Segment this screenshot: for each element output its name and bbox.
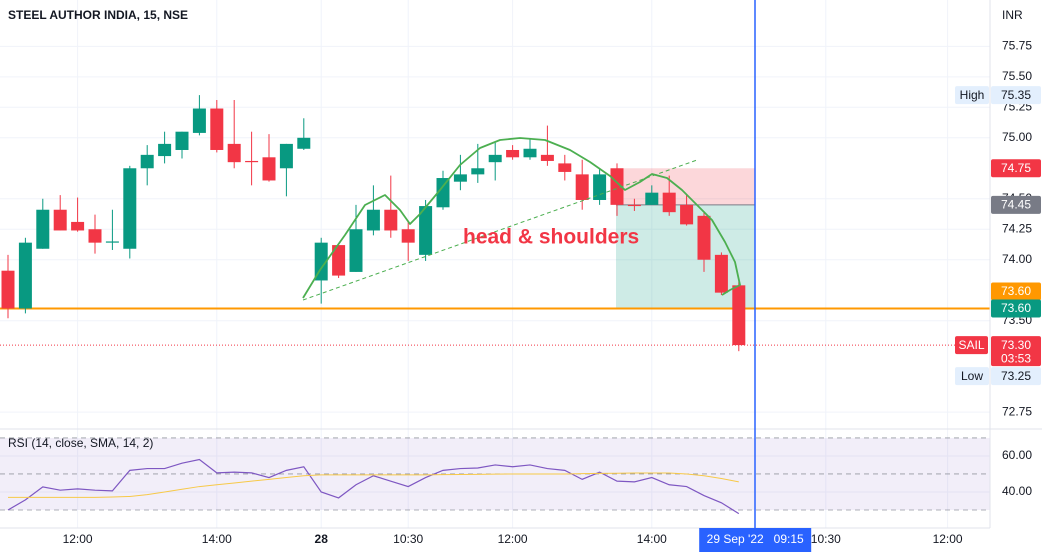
y-tick-label: 40.00: [1002, 484, 1032, 498]
y-tick-label: 74.25: [1002, 221, 1032, 235]
low-value-box: [991, 367, 1041, 386]
candle-body: [1, 270, 15, 309]
last-price-box: [991, 336, 1041, 367]
candle-body: [314, 242, 328, 281]
candle-body: [540, 154, 554, 161]
target-label: 73.60: [1001, 301, 1031, 315]
stop-label: 74.75: [1001, 161, 1031, 175]
x-tick-label: 12:00: [933, 532, 963, 546]
x-tick-label: 10:30: [393, 532, 423, 546]
stop-label-box: [991, 159, 1041, 178]
candle-body: [436, 178, 450, 208]
y-tick-label: 60.00: [1002, 448, 1032, 462]
x-tick-label: 14:00: [202, 532, 232, 546]
hline-label-box: [991, 282, 1041, 301]
candle-body: [453, 174, 467, 182]
candle-body: [297, 137, 311, 149]
target-label-box: [991, 299, 1041, 318]
candle-body: [279, 143, 293, 169]
pattern-curve: [302, 137, 741, 299]
currency: INR: [1002, 8, 1023, 22]
candle-body: [349, 229, 363, 272]
candle-body: [105, 241, 119, 243]
candle-body: [697, 215, 711, 260]
x-tick-label: 12:00: [63, 532, 93, 546]
candle-body: [245, 160, 259, 163]
y-tick-label: 75.00: [1002, 130, 1032, 144]
candle-body: [645, 192, 659, 205]
candle-body: [401, 229, 415, 243]
rsi-pane: 60.00 40.00: [0, 437, 1032, 515]
candle-body: [366, 209, 380, 231]
high-value-box: [991, 86, 1041, 105]
candle-body: [192, 108, 206, 133]
candle-body: [140, 154, 154, 169]
candle-body: [227, 143, 241, 163]
y-tick-label: 75.50: [1002, 69, 1032, 83]
candle-body: [71, 221, 85, 231]
candle-body: [714, 254, 728, 293]
hline-label: 73.60: [1001, 284, 1031, 298]
x-tick-label: 28: [315, 532, 329, 546]
candle-body: [732, 285, 746, 346]
candle-body: [627, 204, 641, 207]
candle-body: [18, 242, 32, 309]
symbol-label-box: [955, 336, 988, 355]
rsi-line: [7, 458, 740, 515]
candle-body: [158, 143, 172, 157]
candle-body: [88, 229, 102, 243]
candle-body: [610, 168, 624, 205]
candle-body: [262, 157, 276, 181]
y-tick-label: 74.00: [1002, 252, 1032, 266]
candle-body: [523, 148, 537, 158]
candle-body: [384, 209, 398, 231]
high-value: 75.35: [1001, 88, 1031, 102]
candle-body: [332, 245, 346, 276]
crosshair-time-box: [699, 528, 812, 552]
candle-body: [210, 108, 224, 150]
low-name: Low: [961, 369, 983, 383]
candle-body: [123, 168, 137, 249]
candle-body: [53, 209, 67, 231]
annotation: head & shoulders: [463, 226, 639, 249]
candle-body: [471, 168, 485, 175]
candle-body: [506, 149, 520, 158]
stop-zone: [616, 168, 755, 205]
candle-body: [419, 206, 433, 255]
high-name: High: [960, 88, 985, 102]
candle-body: [680, 204, 694, 225]
y-tick-label: 72.75: [1002, 404, 1032, 418]
candle-body: [36, 209, 50, 249]
candle-body: [575, 174, 589, 200]
rsi-title: RSI (14, close, SMA, 14, 2): [8, 436, 153, 450]
entry-label-box: [991, 195, 1041, 214]
entry-label: 74.45: [1001, 198, 1031, 212]
symbol-label: SAIL: [958, 338, 984, 352]
candle-body: [662, 192, 676, 213]
candle-body: [175, 131, 189, 150]
high-name-box: [955, 86, 989, 105]
countdown-label: 03:53: [1001, 351, 1031, 365]
low-value: 73.25: [1001, 369, 1031, 383]
x-tick-label: 14:00: [637, 532, 667, 546]
y-tick-label: 75.75: [1002, 39, 1032, 53]
candle-body: [558, 163, 572, 172]
last-price-label: 73.30: [1001, 338, 1031, 352]
chart-title: STEEL AUTHOR INDIA, 15, NSE: [8, 8, 188, 22]
candle-body: [488, 154, 502, 163]
x-tick-label: 10:30: [811, 532, 841, 546]
overlay-labels: 29 Sep '22 09:15 74.75 74.45 73.60 73.60 73.3…: [699, 86, 1041, 552]
rsi-line: [8, 472, 739, 498]
grid: [0, 0, 990, 528]
low-name-box: [955, 367, 989, 386]
x-tick-label: 12:00: [498, 532, 528, 546]
crosshair-time-label: 29 Sep '22 09:15: [707, 532, 804, 546]
